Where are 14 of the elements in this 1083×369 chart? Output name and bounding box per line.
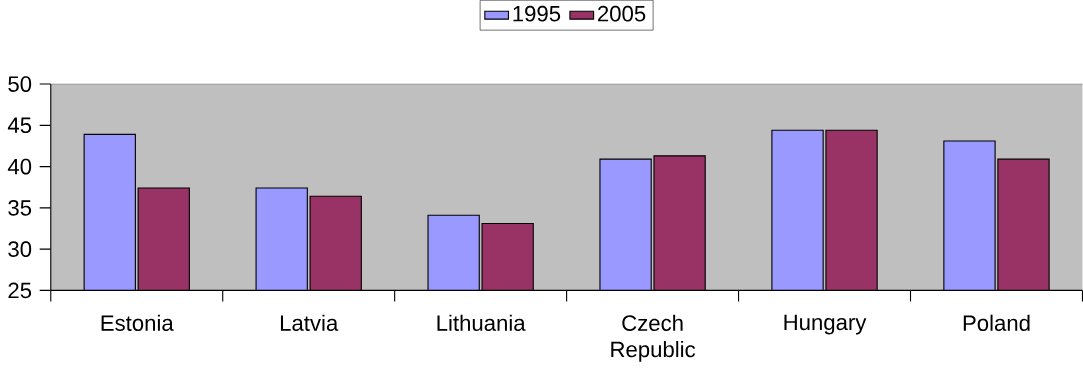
y-tick-label: 40 xyxy=(7,158,32,175)
x-tick-label: Latvia xyxy=(280,314,339,331)
y-tick-label: 35 xyxy=(8,200,32,216)
legend-label: 1995 xyxy=(513,5,561,22)
y-tick-label: 50 xyxy=(8,76,32,92)
y-tick-label: 45 xyxy=(7,117,32,134)
x-tick-label: Lithuania xyxy=(437,314,526,331)
y-tick-label: 30 xyxy=(8,241,32,257)
y-tick-label: 25 xyxy=(8,282,32,299)
x-tick-label: Czech Republic xyxy=(611,314,696,362)
x-tick-label: Hungary xyxy=(784,314,867,335)
legend-label: 2005 xyxy=(598,5,646,22)
x-tick-label: Poland xyxy=(963,314,1030,331)
x-tick-label: Estonia xyxy=(101,314,174,331)
